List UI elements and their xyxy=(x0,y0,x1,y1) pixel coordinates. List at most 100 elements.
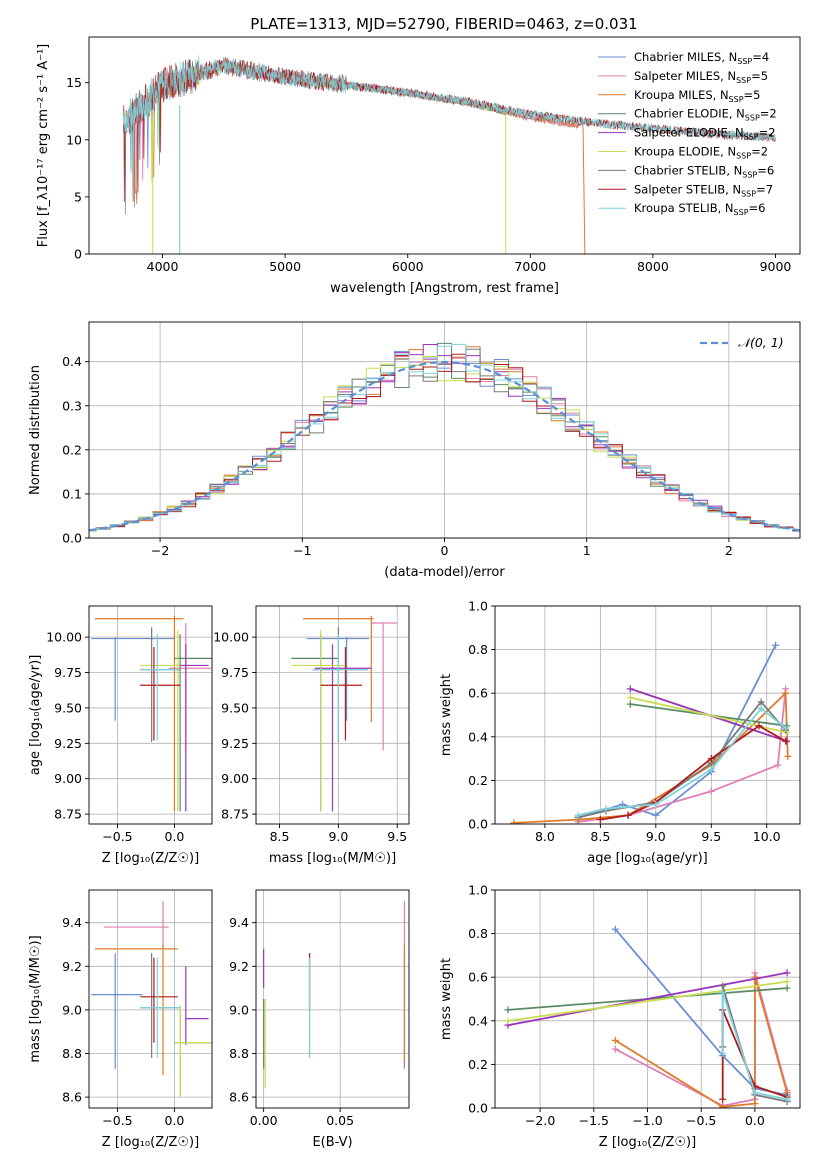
weight-marker xyxy=(784,752,792,760)
weight-marker xyxy=(707,787,715,795)
y-tick-label: 5 xyxy=(74,189,82,204)
x-tick-label: −0.5 xyxy=(102,1113,132,1128)
y-axis-label: Normed distribution xyxy=(28,365,43,495)
legend-label: Kroupa ELODIE, NSSP=2 xyxy=(634,145,768,161)
weight-marker xyxy=(504,1006,512,1014)
y-tick-label: 9.25 xyxy=(221,736,249,751)
x-axis-label: Z [log₁₀(Z/Z☉)] xyxy=(102,1135,199,1150)
weight-line xyxy=(507,971,788,1027)
legend-count: =2 xyxy=(760,107,777,121)
x-tick-label: 0.0 xyxy=(164,1113,184,1128)
weight-marker xyxy=(611,1036,619,1044)
weight-marker xyxy=(782,724,790,732)
axes-frame xyxy=(88,889,213,1109)
y-tick-label: 9.2 xyxy=(62,959,82,974)
plot-area xyxy=(263,900,406,1089)
x-tick-label: 8.5 xyxy=(590,829,610,844)
y-tick-label: 8.6 xyxy=(229,1090,249,1105)
y-tick-label: 9.00 xyxy=(221,771,249,786)
plot-area xyxy=(510,641,792,824)
plot-area xyxy=(91,900,212,1098)
legend-sub: SSP xyxy=(745,114,760,123)
axes-frame xyxy=(255,889,410,1109)
panel-mass-vs-Z: −0.5 0.0 8.6 8.8 9.0 9.2 9.4 Z [log₁₀(Z/Z☉)] mas… xyxy=(28,889,213,1150)
legend-sub: SSP xyxy=(737,57,752,66)
weight-marker xyxy=(504,1017,512,1025)
legend-count: =2 xyxy=(751,145,768,159)
weight-marker xyxy=(757,698,765,706)
y-tick-label: 0.4 xyxy=(468,1013,488,1028)
y-tick-label: 0.2 xyxy=(468,773,488,788)
y-tick-label: 10.00 xyxy=(213,630,249,645)
legend-label: Chabrier MILES, NSSP=4 xyxy=(634,50,769,66)
y-tick-label: 9.0 xyxy=(62,1002,82,1017)
weight-marker xyxy=(510,819,518,824)
weight-marker xyxy=(611,925,619,933)
weight-marker xyxy=(719,1050,727,1057)
weight-marker xyxy=(783,978,791,986)
legend-sub: SSP xyxy=(744,133,759,142)
x-tick-label: −1.5 xyxy=(579,1113,609,1128)
y-axis-label: age [log₁₀(age/yr)] xyxy=(28,655,43,776)
x-tick-label: 1 xyxy=(583,543,591,558)
weight-marker xyxy=(719,982,727,990)
panel-spectrum: Chabrier MILES, NSSP=4 Salpeter MILES, NS… xyxy=(36,36,801,296)
y-tick-label: 15 xyxy=(66,75,82,90)
y-tick-label: 9.2 xyxy=(229,959,249,974)
y-tick-label: 8.8 xyxy=(62,1046,82,1061)
spectrum-line xyxy=(122,56,776,202)
y-tick-label: 0.1 xyxy=(62,486,82,501)
weight-marker xyxy=(783,984,791,992)
x-tick-label: 0.0 xyxy=(745,1113,765,1128)
x-tick-label: −1 xyxy=(293,543,311,558)
legend-label: Salpeter ELODIE, NSSP=2 xyxy=(634,126,776,142)
x-tick-label: −0.5 xyxy=(102,829,132,844)
weight-line xyxy=(721,992,788,1101)
legend-count: =6 xyxy=(757,163,774,177)
legend-count: =2 xyxy=(759,126,776,140)
y-tick-label: 9.25 xyxy=(54,736,82,751)
y-tick-label: 9.50 xyxy=(54,700,82,715)
y-tick-label: 0.3 xyxy=(62,398,82,413)
legend-sub: SSP xyxy=(742,170,757,179)
legend-label: Chabrier STELIB, NSSP=6 xyxy=(634,163,774,179)
legend-sub: SSP xyxy=(736,76,751,85)
x-tick-label: 8.5 xyxy=(270,829,290,844)
plot-area xyxy=(122,55,776,254)
weight-marker xyxy=(652,800,660,808)
y-tick-label: 0.2 xyxy=(62,442,82,457)
y-tick-label: 9.75 xyxy=(54,665,82,680)
y-tick-label: 1.0 xyxy=(468,883,488,898)
x-tick-label: 7000 xyxy=(514,259,546,274)
y-tick-label: 0.4 xyxy=(62,354,82,369)
x-tick-label: 9.5 xyxy=(701,829,721,844)
weight-marker xyxy=(783,1095,791,1103)
x-axis-label: (data-model)/error xyxy=(384,565,505,580)
x-tick-label: 0 xyxy=(441,543,449,558)
legend-sub: SSP xyxy=(734,208,749,217)
axes-frame xyxy=(88,605,213,825)
figure-title: PLATE=1313, MJD=52790, FIBERID=0463, z=0… xyxy=(250,15,637,33)
y-tick-label: 1.0 xyxy=(468,599,488,614)
y-tick-label: 8.6 xyxy=(62,1090,82,1105)
panel-mass-vs-EBV: 0.00 0.05 8.6 8.8 9.0 9.2 9.4 E(B-V) xyxy=(229,889,410,1150)
panel-residuals: 𝒩(0, 1) −2 −1 0 1 2 0.0 0.1 0.2 0.3 0.4 (data-model… xyxy=(28,321,801,580)
weight-line xyxy=(600,724,787,821)
x-tick-label: −2.0 xyxy=(525,1113,555,1128)
panel-weight-vs-age: 8.0 8.5 9.0 9.5 10.0 0.0 0.2 0.4 0.6 0.8 1.0 age [l… xyxy=(439,599,801,866)
y-tick-label: 10.00 xyxy=(46,630,82,645)
y-axis-label: mass weight xyxy=(439,674,454,756)
weight-marker xyxy=(602,805,610,813)
x-axis-label: mass [log₁₀(M/M☉)] xyxy=(269,851,396,866)
x-axis-label: E(B-V) xyxy=(312,1135,352,1150)
x-tick-label: 10.0 xyxy=(753,829,781,844)
y-tick-label: 0.2 xyxy=(468,1057,488,1072)
legend: Chabrier MILES, NSSP=4 Salpeter MILES, NS… xyxy=(598,50,777,217)
weight-marker xyxy=(652,811,660,819)
legend-sub: SSP xyxy=(736,152,751,161)
panel-age-vs-Z: −0.5 0.0 8.75 9.00 9.25 9.50 9.75 10.00 Z [log₁₀… xyxy=(28,605,213,866)
x-tick-label: 4000 xyxy=(147,259,179,274)
y-tick-label: 0.6 xyxy=(468,686,488,701)
x-tick-label: 9.0 xyxy=(328,829,348,844)
